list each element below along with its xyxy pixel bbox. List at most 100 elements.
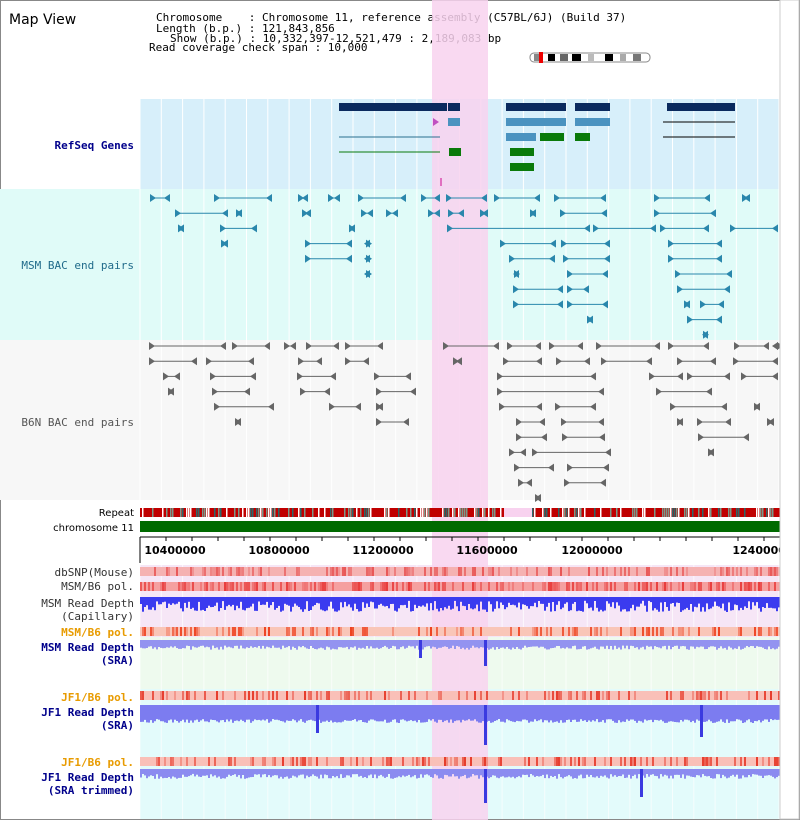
msm-bac-pair-end (448, 209, 454, 218)
jf1-pol-heat-2-cell (272, 757, 274, 766)
jf1-sra-depth (182, 705, 184, 720)
msm-sra-depth (410, 640, 412, 647)
jf1-sra-depth (502, 705, 504, 722)
b6n-bac-pair-end (212, 387, 218, 396)
highlight-region[interactable] (432, 0, 488, 820)
track-label-jf1-b6-pol-1[interactable]: JF1/B6 pol. (61, 691, 134, 704)
jf1-sra-depth (332, 705, 334, 723)
dbsnp-heat-cell (670, 567, 672, 576)
dbsnp-heat-cell (192, 567, 194, 576)
jf1-sra-depth (636, 705, 638, 723)
msm-bac-pair-end (677, 285, 683, 294)
jf1-sra-depth (308, 705, 310, 721)
jf1-trim-depth (284, 769, 286, 778)
msm-sra-depth (512, 640, 514, 648)
dbsnp-heat-cell (230, 567, 232, 576)
jf1-trim-depth (236, 769, 238, 777)
msm-cap-depth (208, 597, 210, 606)
track-label-dbsnp[interactable]: dbSNP(Mouse) (55, 566, 134, 579)
msm-pol-heat-2-cell (310, 627, 312, 636)
track-label-repeat[interactable]: Repeat (99, 508, 134, 519)
jf1-trim-depth (364, 769, 366, 777)
track-label-jf1-depth-sra-1[interactable]: JF1 Read Depth (41, 706, 134, 719)
jf1-pol-heat-cell (316, 691, 318, 700)
jf1-trim-depth (402, 769, 404, 776)
jf1-sra-depth (528, 705, 530, 723)
track-label-refseq[interactable]: RefSeq Genes (55, 139, 134, 152)
b6n-bac-pair-end (564, 478, 570, 487)
jf1-sra-depth (300, 705, 302, 720)
msm-cap-depth (348, 597, 350, 605)
track-label-b6n-bac[interactable]: B6N BAC end pairs (21, 416, 134, 429)
track-label-msm-b6-pol-1[interactable]: MSM/B6 pol. (61, 580, 134, 593)
b6n-bac-pair-end (250, 372, 256, 381)
track-label-chromosome[interactable]: chromosome 11 (53, 523, 134, 534)
msm-pol-heat-cell (436, 582, 438, 591)
msm-sra-depth (140, 640, 142, 648)
jf1-pol-heat-2-cell (450, 757, 452, 766)
msm-pol-heat-2-cell (364, 627, 366, 636)
jf1-pol-heat-cell (222, 691, 224, 700)
jf1-trim-depth (282, 769, 284, 779)
jf1-sra-depth (280, 705, 282, 721)
jf1-trim-depth (762, 769, 764, 778)
jf1-trim-depth (670, 769, 672, 776)
msm-sra-depth (762, 640, 764, 648)
track-label-jf1-b6-pol-2[interactable]: JF1/B6 pol. (61, 756, 134, 769)
msm-sra-depth (610, 640, 612, 646)
jf1-sra-depth (430, 705, 432, 721)
msm-sra-depth (736, 640, 738, 649)
msm-sra-depth (340, 640, 342, 648)
msm-cap-depth (258, 597, 260, 602)
repeat-segment (288, 508, 290, 517)
msm-cap-depth (752, 597, 754, 603)
jf1-pol-heat-2-cell (164, 757, 166, 766)
b6n-bac-pair-end (376, 387, 382, 396)
jf1-trim-depth (678, 769, 680, 775)
msm-cap-depth (150, 597, 152, 610)
msm-pol-heat-cell (552, 582, 554, 591)
depth-tracks[interactable] (140, 597, 780, 803)
jf1-sra-depth (756, 705, 758, 722)
chromosome-ideogram[interactable] (529, 52, 651, 63)
dbsnp-heat-cell (648, 567, 650, 576)
jf1-sra-depth (562, 705, 564, 723)
track-label-msm-depth-sra-1[interactable]: MSM Read Depth (41, 641, 134, 654)
msm-sra-depth (492, 640, 494, 648)
msm-sra-depth (564, 640, 566, 649)
b6n-bac-pairs[interactable] (149, 342, 783, 502)
msm-pol-heat-2-cell (574, 627, 576, 636)
msm-cap-depth (210, 597, 212, 608)
msm-sra-depth (366, 640, 368, 646)
chromosome-bar[interactable] (140, 521, 780, 532)
jf1-trim-depth (208, 769, 210, 778)
track-label-msm-bac[interactable]: MSM BAC end pairs (21, 259, 134, 272)
repeat-track[interactable] (140, 508, 780, 517)
track-label-jf1-depth-sra-2: (SRA) (101, 719, 134, 732)
jf1-pol-heat-2-cell (250, 757, 252, 766)
msm-pol-heat-cell (744, 582, 746, 591)
refseq-genes[interactable] (339, 103, 735, 186)
repeat-segment (744, 508, 746, 517)
jf1-sra-depth (298, 705, 300, 721)
jf1-pol-heat-2-cell (310, 757, 312, 766)
track-label-msm-depth-cap-1[interactable]: MSM Read Depth (41, 597, 134, 610)
b6n-bac-pair-end (330, 372, 336, 381)
jf1-trim-depth (416, 769, 418, 779)
jf1-sra-depth (462, 705, 464, 720)
track-label-msm-b6-pol-2[interactable]: MSM/B6 pol. (61, 626, 134, 639)
track-label-jf1-depth-trim-1[interactable]: JF1 Read Depth (41, 771, 134, 784)
repeat-segment (698, 508, 700, 517)
repeat-segment (678, 508, 680, 517)
msm-bac-pairs[interactable] (150, 194, 778, 339)
repeat-segment (172, 508, 174, 517)
jf1-sra-depth (276, 705, 278, 720)
msm-cap-depth (554, 597, 556, 612)
msm-sra-depth (440, 640, 442, 648)
heat-tracks[interactable] (140, 567, 780, 766)
msm-pol-heat-cell (650, 582, 652, 591)
repeat-segment (386, 508, 388, 517)
jf1-pol-heat-cell (608, 691, 610, 700)
msm-sra-depth (182, 640, 184, 649)
msm-cap-depth (456, 597, 458, 607)
